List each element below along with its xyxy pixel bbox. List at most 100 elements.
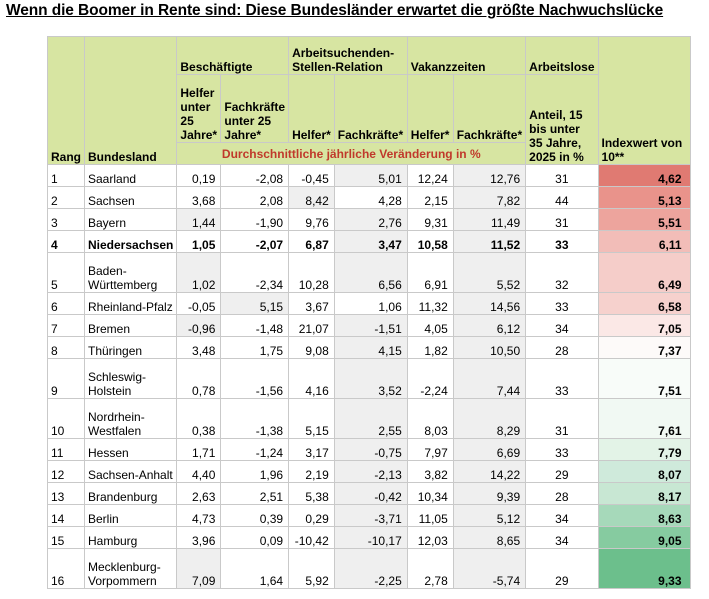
vakanz-fachkraefte-cell: 5,52 xyxy=(452,252,527,293)
table-row: 2 Sachsen 3,68 2,08 8,42 4,28 2,15 7,82 44 5,13 xyxy=(47,186,691,209)
vakanz-helfer-cell: 7,97 xyxy=(406,438,454,461)
relation-fachkraefte-cell: 4,28 xyxy=(333,186,408,209)
helfer-u25-cell: 4,40 xyxy=(176,460,222,483)
bundesland-cell: Saarland xyxy=(83,164,178,187)
bundesland-cell: Niedersachsen xyxy=(83,230,178,253)
arbeitslose-anteil-cell: 33 xyxy=(525,438,599,461)
rang-cell: 10 xyxy=(47,398,85,439)
relation-fachkraefte-cell: 5,01 xyxy=(333,164,408,187)
bundesland-cell: Rheinland-Pfalz xyxy=(83,292,178,315)
arbeitslose-anteil-cell: 34 xyxy=(525,314,599,337)
fachkraefte-u25-cell: 0,39 xyxy=(220,504,290,527)
fachkraefte-u25-cell: -1,48 xyxy=(220,314,290,337)
helfer-u25-cell: 1,44 xyxy=(176,208,222,231)
vakanz-helfer-cell: 11,32 xyxy=(406,292,454,315)
arbeitslose-anteil-cell: 29 xyxy=(525,460,599,483)
vakanz-fachkraefte-cell: 8,29 xyxy=(452,398,527,439)
vakanz-fachkraefte-cell: 11,52 xyxy=(452,230,527,253)
fachkraefte-u25-cell: -1,38 xyxy=(220,398,290,439)
bundesland-cell: Sachsen-Anhalt xyxy=(83,460,178,483)
header-group-relation: Arbeitsuchenden-Stellen-Relation xyxy=(288,36,408,75)
arbeitslose-anteil-cell: 34 xyxy=(525,526,599,549)
vakanz-helfer-cell: 1,82 xyxy=(406,336,454,359)
header-rang: Rang xyxy=(47,36,85,165)
table-row: 15 Hamburg 3,96 0,09 -10,42 -10,17 12,03 8,65 34… xyxy=(47,526,691,549)
rang-cell: 2 xyxy=(47,186,85,209)
relation-helfer-cell: 5,15 xyxy=(288,398,335,439)
relation-helfer-cell: 6,87 xyxy=(288,230,335,253)
table-row: 13 Brandenburg 2,63 2,51 5,38 -0,42 10,34 9,39 2… xyxy=(47,482,691,505)
table-row: 7 Bremen -0,96 -1,48 21,07 -1,51 4,05 6,12 34 7,0… xyxy=(47,314,691,337)
table-row: 4 Niedersachsen 1,05 -2,07 6,87 3,47 10,58 11,5… xyxy=(47,230,691,253)
vakanz-fachkraefte-cell: 6,12 xyxy=(452,314,527,337)
indexwert-cell: 6,58 xyxy=(597,292,691,315)
vakanz-helfer-cell: -2,24 xyxy=(406,358,454,399)
relation-fachkraefte-cell: 3,47 xyxy=(333,230,408,253)
vakanz-helfer-cell: 10,58 xyxy=(406,230,454,253)
relation-helfer-cell: 9,76 xyxy=(288,208,335,231)
vakanz-fachkraefte-cell: 12,76 xyxy=(452,164,527,187)
rang-cell: 13 xyxy=(47,482,85,505)
indexwert-cell: 8,63 xyxy=(597,504,691,527)
header-anteil: Anteil, 15 bis unter 35 Jahre, 2025 in % xyxy=(525,74,599,165)
relation-helfer-cell: 2,19 xyxy=(288,460,335,483)
rang-cell: 8 xyxy=(47,336,85,359)
indexwert-cell: 6,11 xyxy=(597,230,691,253)
indexwert-cell: 8,17 xyxy=(597,482,691,505)
bundesland-cell: Sachsen xyxy=(83,186,178,209)
vakanz-fachkraefte-cell: 6,69 xyxy=(452,438,527,461)
bundesland-cell: Schleswig-Holstein xyxy=(83,358,178,399)
vakanz-helfer-cell: 12,24 xyxy=(406,164,454,187)
fachkraefte-u25-cell: 1,75 xyxy=(220,336,290,359)
bundesland-cell: Bayern xyxy=(83,208,178,231)
relation-fachkraefte-cell: 6,56 xyxy=(333,252,408,293)
table-body: 1 Saarland 0,19 -2,08 -0,45 5,01 12,24 12,76 31 4… xyxy=(47,164,691,589)
bundesland-cell: Brandenburg xyxy=(83,482,178,505)
relation-helfer-cell: 5,38 xyxy=(288,482,335,505)
relation-helfer-cell: 3,17 xyxy=(288,438,335,461)
relation-helfer-cell: 4,16 xyxy=(288,358,335,399)
rang-cell: 7 xyxy=(47,314,85,337)
relation-fachkraefte-cell: -10,17 xyxy=(333,526,408,549)
rang-cell: 1 xyxy=(47,164,85,187)
relation-helfer-cell: 9,08 xyxy=(288,336,335,359)
rang-cell: 6 xyxy=(47,292,85,315)
helfer-u25-cell: 7,09 xyxy=(176,548,222,589)
indexwert-cell: 9,33 xyxy=(597,548,691,589)
relation-fachkraefte-cell: 4,15 xyxy=(333,336,408,359)
indexwert-cell: 7,05 xyxy=(597,314,691,337)
arbeitslose-anteil-cell: 31 xyxy=(525,208,599,231)
header-group-vakanz: Vakanzzeiten xyxy=(406,36,527,75)
indexwert-cell: 5,51 xyxy=(597,208,691,231)
table-row: 14 Berlin 4,73 0,39 0,29 -3,71 11,05 5,12 34 8,63 xyxy=(47,504,691,527)
indexwert-cell: 7,37 xyxy=(597,336,691,359)
helfer-u25-cell: 0,38 xyxy=(176,398,222,439)
bundesland-cell: Thüringen xyxy=(83,336,178,359)
fachkraefte-u25-cell: -1,90 xyxy=(220,208,290,231)
table-row: 11 Hessen 1,71 -1,24 3,17 -0,75 7,97 6,69 33 7,79 xyxy=(47,438,691,461)
bundesland-cell: Hamburg xyxy=(83,526,178,549)
vakanz-fachkraefte-cell: 8,65 xyxy=(452,526,527,549)
vakanz-fachkraefte-cell: 14,22 xyxy=(452,460,527,483)
header-fachkraefte: Fachkräfte* xyxy=(333,74,408,143)
rang-cell: 4 xyxy=(47,230,85,253)
arbeitslose-anteil-cell: 28 xyxy=(525,482,599,505)
vakanz-fachkraefte-cell: 9,39 xyxy=(452,482,527,505)
vakanz-helfer-cell: 9,31 xyxy=(406,208,454,231)
table-row: 1 Saarland 0,19 -2,08 -0,45 5,01 12,24 12,76 31 4… xyxy=(47,164,691,187)
indexwert-cell: 7,51 xyxy=(597,358,691,399)
indexwert-cell: 7,61 xyxy=(597,398,691,439)
rang-cell: 12 xyxy=(47,460,85,483)
vakanz-helfer-cell: 3,82 xyxy=(406,460,454,483)
rang-cell: 14 xyxy=(47,504,85,527)
fachkraefte-u25-cell: 2,51 xyxy=(220,482,290,505)
vakanz-helfer-cell: 8,03 xyxy=(406,398,454,439)
header-vak-fachkraefte: Fachkräfte* xyxy=(452,74,527,143)
fachkraefte-u25-cell: -2,08 xyxy=(220,164,290,187)
arbeitslose-anteil-cell: 33 xyxy=(525,230,599,253)
arbeitslose-anteil-cell: 31 xyxy=(525,398,599,439)
table-row: 10 Nordrhein-Westfalen 0,38 -1,38 5,15 2,55 8,… xyxy=(47,398,691,439)
header-helfer-u25: Helfer unter 25 Jahre* xyxy=(176,74,222,143)
fachkraefte-u25-cell: -2,07 xyxy=(220,230,290,253)
vakanz-helfer-cell: 10,34 xyxy=(406,482,454,505)
